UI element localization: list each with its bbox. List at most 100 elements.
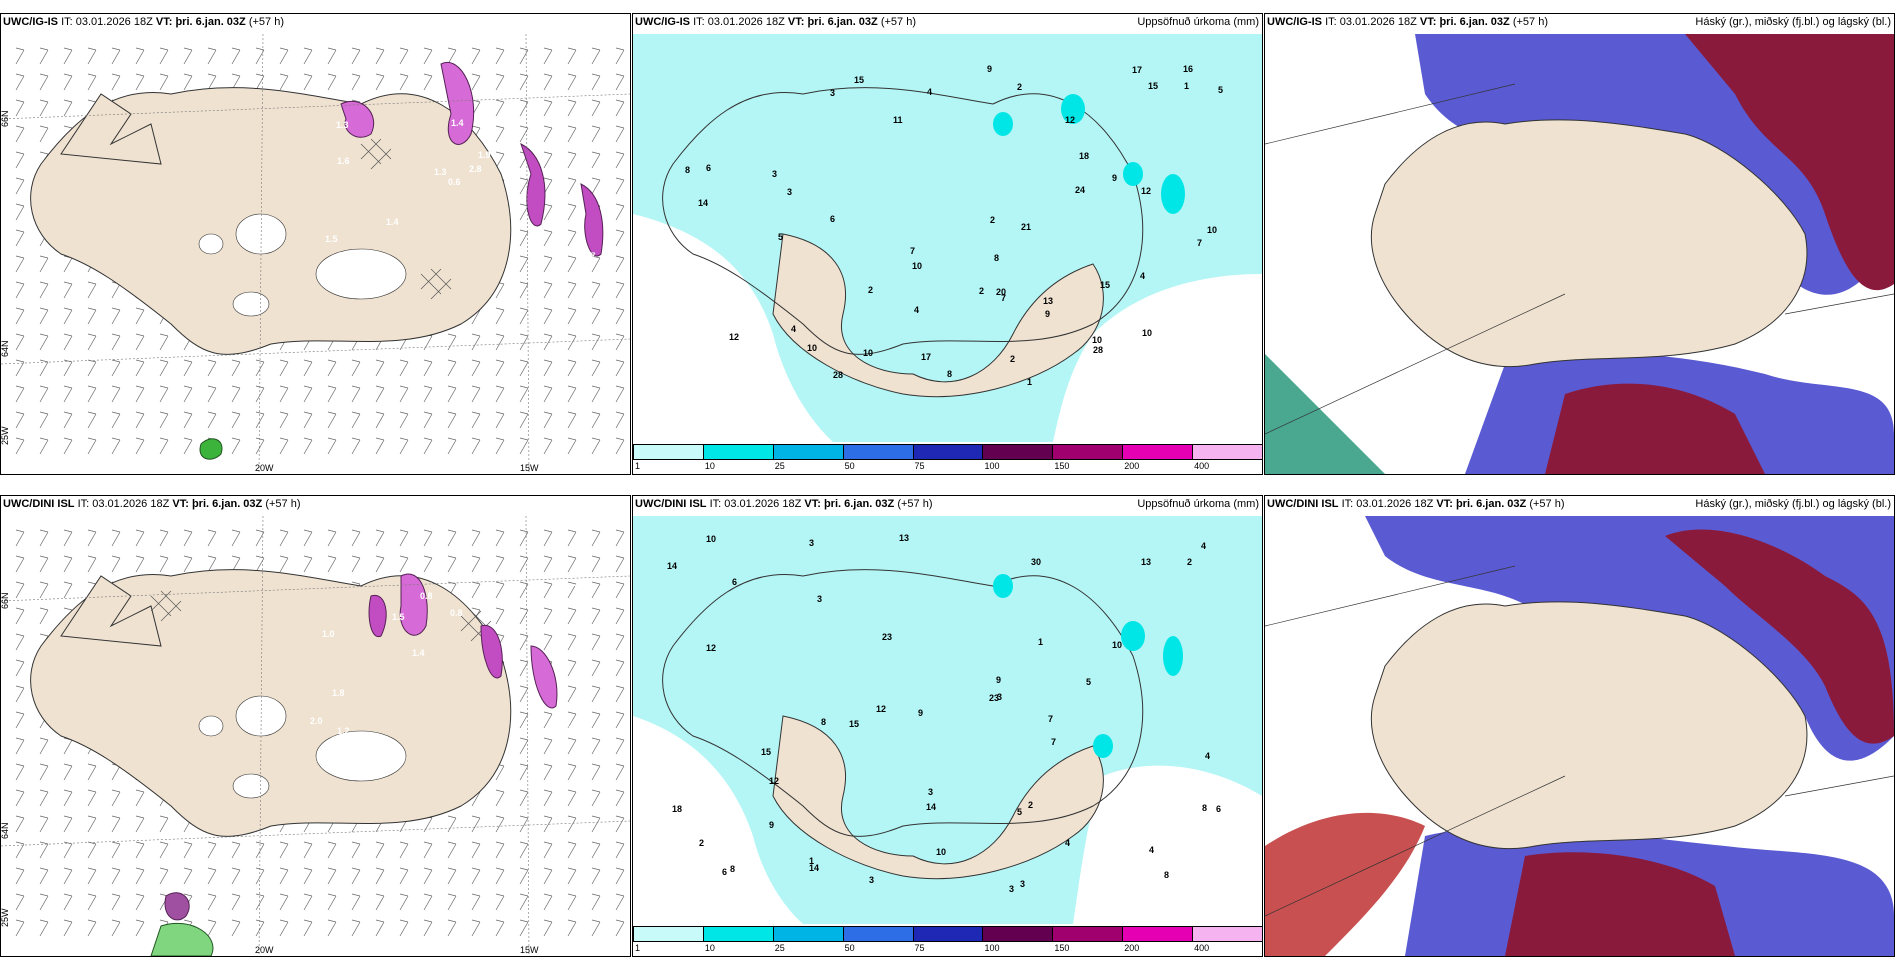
legend-tick-label: 50 (844, 943, 855, 953)
map-value-label: 10 (706, 534, 716, 544)
map-value-label: 7 (910, 246, 915, 256)
wind-barb (303, 359, 313, 377)
wind-barb (423, 867, 433, 885)
map-value-label: 23 (989, 693, 999, 703)
wind-barb (495, 529, 505, 547)
wind-barb (135, 333, 145, 351)
wind-barb (591, 47, 601, 65)
wind-barb (567, 73, 577, 91)
map-value-label: 11 (893, 115, 903, 125)
lon-label-25w: 25W (1, 426, 10, 445)
wind-barb (111, 789, 121, 807)
map-value-label: 3 (928, 787, 933, 797)
wind-barb (615, 255, 625, 273)
wind-barb (615, 659, 625, 677)
wind-barb (471, 73, 481, 91)
wind-barb (591, 893, 601, 911)
wind-barb (543, 151, 553, 169)
wind-barb (15, 555, 25, 573)
wind-barb (231, 437, 241, 455)
wind-barb (279, 73, 289, 91)
map-value-label: 8 (685, 165, 690, 175)
map-value-label: 0.6 (448, 177, 461, 187)
wind-barb (519, 177, 529, 195)
wind-barb (87, 763, 97, 781)
wind-barb (615, 99, 625, 117)
wind-barb (375, 919, 385, 937)
lon-label-15w: 15W (520, 463, 539, 473)
wind-barb (15, 685, 25, 703)
wind-barb (543, 529, 553, 547)
wind-barb (135, 307, 145, 325)
wind-barb (519, 763, 529, 781)
wind-barb (591, 73, 601, 91)
wind-barb (39, 359, 49, 377)
wind-barb (471, 893, 481, 911)
legend-tick-label: 100 (984, 461, 1000, 471)
map-value-label: 12 (706, 643, 716, 653)
legend-tick-label: 400 (1194, 461, 1210, 471)
wind-barb (495, 151, 505, 169)
map-value-label: 6 (1216, 804, 1221, 814)
wind-barb (183, 529, 193, 547)
wind-barb (567, 151, 577, 169)
wind-barb (327, 867, 337, 885)
wind-barb (543, 763, 553, 781)
map-value-label: 5 (1218, 85, 1223, 95)
map-value-label: 0.8 (420, 591, 433, 601)
wind-barb (39, 893, 49, 911)
wind-barb (615, 919, 625, 937)
wind-barb (159, 529, 169, 547)
wind-barb (135, 867, 145, 885)
wind-barb (327, 841, 337, 859)
wind-barb (495, 789, 505, 807)
map-value-label: 10 (1092, 335, 1102, 345)
map-value-label: 2 (1010, 354, 1015, 364)
wind-barb (471, 47, 481, 65)
wind-barb (39, 411, 49, 429)
wind-barb (543, 73, 553, 91)
wind-barb (231, 893, 241, 911)
wind-barb (63, 385, 73, 403)
wind-barb (615, 333, 625, 351)
map-value-label: 2.8 (469, 164, 482, 174)
wind-barb (39, 919, 49, 937)
wind-barb (567, 359, 577, 377)
wind-barb (207, 893, 217, 911)
wind-barb (159, 333, 169, 351)
wind-barb (615, 633, 625, 651)
wind-barb (519, 919, 529, 937)
precip-legend-bar: 1 10 25 50 75 100 150 200 400 (633, 924, 1262, 956)
wind-barb (63, 893, 73, 911)
wind-barb (591, 437, 601, 455)
lon-label-15w: 15W (520, 945, 539, 955)
cloud-map (1265, 34, 1894, 474)
legend-swatch (912, 444, 984, 460)
wind-barb (63, 763, 73, 781)
wind-barb (15, 633, 25, 651)
wind-barb (351, 411, 361, 429)
map-value-label: 3 (1020, 879, 1025, 889)
wind-barb (39, 385, 49, 403)
wind-barb (279, 411, 289, 429)
wind-barb (543, 841, 553, 859)
wind-barb (279, 919, 289, 937)
wind-barb (375, 893, 385, 911)
wind-barb (591, 685, 601, 703)
wind-barb (567, 411, 577, 429)
wind-barb (495, 333, 505, 351)
wind-barb (423, 47, 433, 65)
map-value-label: 1.6 (337, 156, 350, 166)
wind-barb (591, 281, 601, 299)
wind-barb (567, 919, 577, 937)
wind-barb (591, 867, 601, 885)
legend-swatch (633, 444, 704, 460)
wind-barb (591, 385, 601, 403)
map-value-label: 6 (722, 867, 727, 877)
map-value-label: 15 (854, 75, 864, 85)
lon-label-25w: 25W (1, 908, 10, 927)
wind-barb (327, 73, 337, 91)
wind-barb (495, 125, 505, 143)
wind-barb (471, 555, 481, 573)
wind-barb (63, 307, 73, 325)
